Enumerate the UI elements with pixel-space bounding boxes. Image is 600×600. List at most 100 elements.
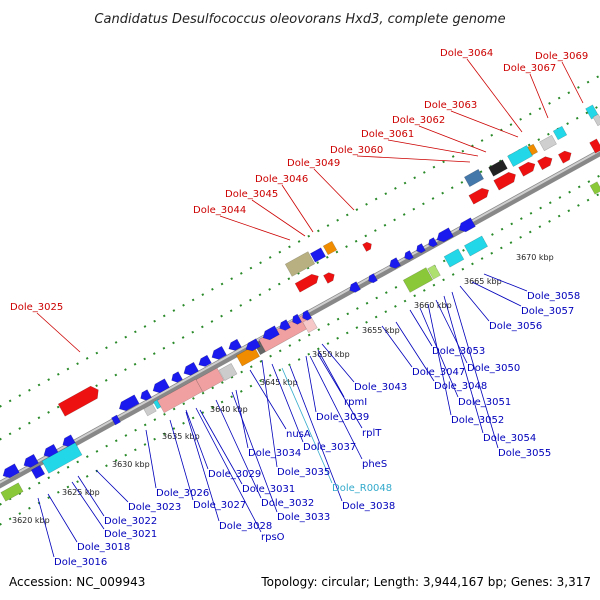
gene-feature[interactable]: [181, 361, 199, 378]
gene-feature[interactable]: [218, 363, 238, 381]
gene-feature[interactable]: [284, 251, 316, 277]
gene-feature[interactable]: [457, 217, 476, 235]
gene-label-top[interactable]: Dole_3044: [193, 205, 246, 216]
gene-label-bottom[interactable]: Dole_3027: [193, 500, 246, 511]
gene-label-bottom[interactable]: pheS: [362, 459, 387, 470]
gene-label-top[interactable]: Dole_3025: [10, 302, 63, 313]
gene-label-bottom[interactable]: Dole_3053: [432, 346, 485, 357]
gene-feature[interactable]: [309, 247, 327, 263]
gene-feature[interactable]: [463, 168, 485, 188]
gene-feature[interactable]: [387, 257, 401, 271]
gene-label-top[interactable]: Dole_3045: [225, 189, 278, 200]
gene-label-bottom[interactable]: Dole_3021: [104, 529, 157, 540]
gene-label-bottom[interactable]: Dole_3029: [208, 469, 261, 480]
gene-label-bottom[interactable]: Dole_3038: [342, 501, 395, 512]
gene-label-bottom[interactable]: Dole_3026: [156, 488, 209, 499]
gene-label-bottom[interactable]: Dole_R0048: [332, 483, 392, 494]
gene-label-bottom[interactable]: nusA: [286, 429, 311, 440]
gene-feature[interactable]: [362, 241, 374, 252]
gene-feature[interactable]: [464, 235, 488, 257]
gene-label-bottom[interactable]: rpsO: [261, 532, 285, 543]
gene-label-bottom[interactable]: Dole_3033: [277, 512, 330, 523]
gene-label-bottom[interactable]: Dole_3039: [316, 412, 369, 423]
gene-label-top[interactable]: Dole_3060: [330, 145, 383, 156]
gene-feature[interactable]: [195, 367, 225, 393]
gene-label-bottom[interactable]: Dole_3057: [521, 306, 574, 317]
gene-label-bottom[interactable]: Dole_3050: [467, 363, 520, 374]
gene-feature[interactable]: [0, 482, 24, 502]
gene-feature[interactable]: [557, 149, 573, 164]
gene-label-bottom[interactable]: Dole_3034: [248, 448, 301, 459]
gene-label-top[interactable]: Dole_3067: [503, 63, 556, 74]
gene-feature[interactable]: [227, 338, 242, 353]
gene-label-top[interactable]: Dole_3049: [287, 158, 340, 169]
gene-feature[interactable]: [30, 464, 46, 480]
gene-feature[interactable]: [539, 134, 557, 152]
gene-feature[interactable]: [435, 227, 454, 245]
gene-feature[interactable]: [138, 389, 152, 403]
gene-label-top[interactable]: Dole_3064: [440, 48, 493, 59]
gene-feature[interactable]: [507, 145, 533, 167]
gene-label-bottom[interactable]: Dole_3023: [128, 502, 181, 513]
gene-feature[interactable]: [294, 272, 321, 293]
gene-feature[interactable]: [111, 414, 121, 426]
gene-feature[interactable]: [493, 170, 519, 191]
gene-label-bottom[interactable]: Dole_3051: [458, 397, 511, 408]
gene-label-top[interactable]: Dole_3046: [255, 174, 308, 185]
gene-feature[interactable]: [57, 384, 102, 417]
gene-feature[interactable]: [277, 319, 291, 333]
gene-feature[interactable]: [300, 309, 313, 322]
gene-label-bottom[interactable]: rplT: [362, 428, 382, 439]
gene-feature[interactable]: [209, 345, 227, 362]
gene-label-top[interactable]: Dole_3069: [535, 51, 588, 62]
gene-label-bottom[interactable]: Dole_3052: [451, 415, 504, 426]
gene-label-bottom[interactable]: Dole_3055: [498, 448, 551, 459]
gene-feature[interactable]: [41, 442, 83, 474]
gene-feature[interactable]: [518, 160, 538, 177]
gene-label-bottom[interactable]: Dole_3058: [527, 291, 580, 302]
gene-feature[interactable]: [323, 271, 336, 284]
gene-feature[interactable]: [143, 403, 157, 417]
gene-feature[interactable]: [169, 371, 183, 385]
gene-label-bottom[interactable]: rpmI: [344, 397, 367, 408]
gene-feature[interactable]: [402, 267, 434, 293]
gene-feature[interactable]: [261, 325, 280, 343]
gene-label-bottom[interactable]: Dole_3047: [412, 367, 465, 378]
gene-feature[interactable]: [197, 354, 212, 369]
gene-feature[interactable]: [244, 338, 261, 354]
gene-label-bottom[interactable]: Dole_3056: [489, 321, 542, 332]
gene-feature[interactable]: [403, 250, 414, 262]
gene-label-bottom[interactable]: Dole_3048: [434, 381, 487, 392]
gene-label-bottom[interactable]: Dole_3018: [77, 542, 130, 553]
gene-feature[interactable]: [322, 240, 338, 256]
gene-feature[interactable]: [415, 243, 426, 255]
gene-feature[interactable]: [537, 154, 554, 171]
gene-feature[interactable]: [592, 113, 600, 127]
gene-label-bottom[interactable]: Dole_3054: [483, 433, 536, 444]
gene-feature[interactable]: [488, 159, 508, 177]
gene-label-bottom[interactable]: Dole_3035: [277, 467, 330, 478]
gene-feature[interactable]: [367, 273, 378, 285]
gene-label-top[interactable]: Dole_3062: [392, 115, 445, 126]
gene-label-bottom[interactable]: Dole_3043: [354, 382, 407, 393]
gene-feature[interactable]: [290, 313, 303, 326]
gene-feature[interactable]: [1, 463, 20, 481]
gene-label-top[interactable]: Dole_3061: [361, 129, 414, 140]
gene-label-bottom[interactable]: Dole_3032: [261, 498, 314, 509]
gene-feature[interactable]: [347, 281, 361, 295]
gene-label-bottom[interactable]: Dole_3031: [242, 484, 295, 495]
gene-label-bottom[interactable]: Dole_3028: [219, 521, 272, 532]
gene-feature[interactable]: [589, 181, 600, 195]
gene-feature[interactable]: [552, 125, 568, 141]
gene-feature[interactable]: [117, 394, 140, 413]
gene-feature[interactable]: [151, 378, 170, 396]
gene-label-bottom[interactable]: Dole_3022: [104, 516, 157, 527]
gene-label-bottom[interactable]: Dole_3037: [303, 442, 356, 453]
gene-feature[interactable]: [427, 237, 438, 249]
gene-feature[interactable]: [468, 186, 491, 205]
gene-feature[interactable]: [589, 138, 600, 154]
gene-label-bottom[interactable]: Dole_3016: [54, 557, 107, 568]
gene-feature[interactable]: [443, 248, 465, 268]
gene-feature[interactable]: [427, 264, 441, 280]
gene-label-top[interactable]: Dole_3063: [424, 100, 477, 111]
